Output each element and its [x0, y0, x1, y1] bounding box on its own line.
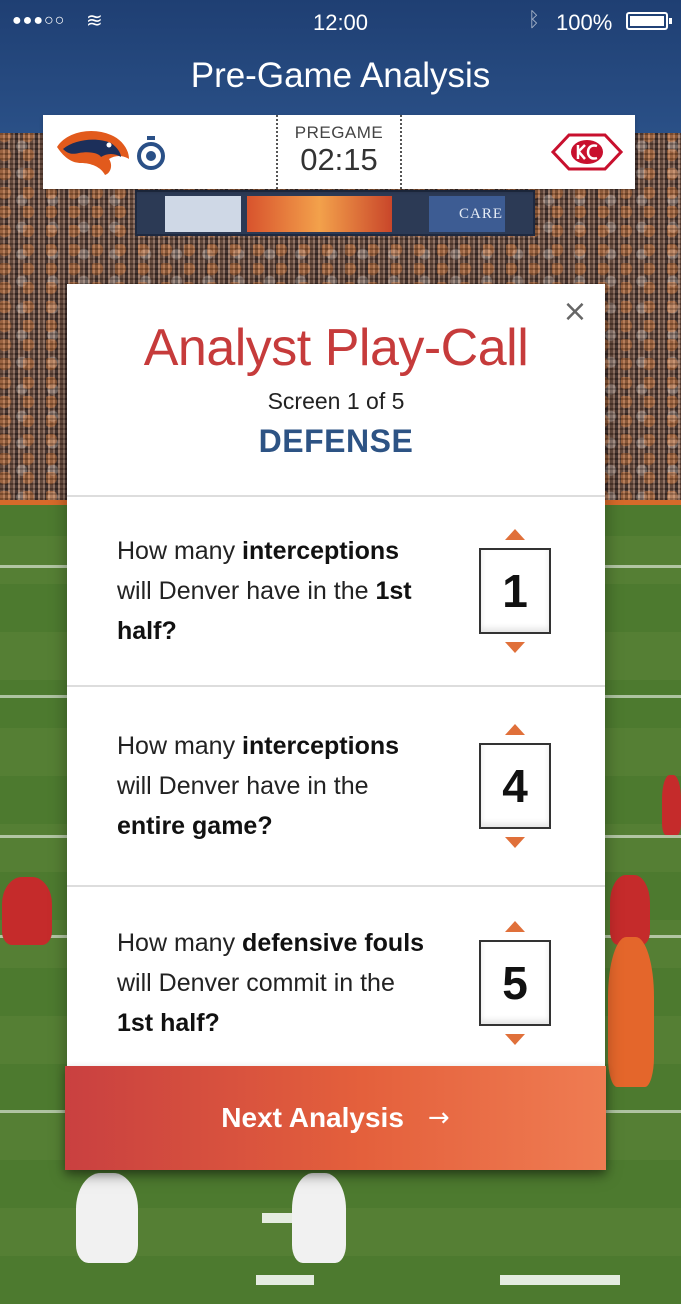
jumbotron-video	[247, 196, 392, 232]
jumbotron-ad	[429, 196, 505, 232]
battery-percent: 100%	[556, 10, 613, 35]
question-keyword: interceptions	[242, 732, 400, 760]
broncos-logo-icon	[57, 131, 129, 175]
question-text: How many defensive fouls will Denver com…	[117, 887, 437, 1079]
question-keyword: defensive fouls	[242, 929, 425, 957]
stepper-value[interactable]: 5	[479, 940, 551, 1026]
hash-mark	[256, 1275, 314, 1285]
jumbotron: CARE	[135, 190, 535, 236]
modal-header: Analyst Play-Call Screen 1 of 5 DEFENSE	[67, 284, 605, 497]
question-keyword: entire game?	[117, 812, 273, 840]
signal-icon: ●●●○○	[12, 12, 66, 29]
section-heading: DEFENSE	[258, 423, 414, 459]
question-text: How many interceptions will Denver have …	[117, 497, 437, 685]
question-text-part: How many	[117, 732, 243, 760]
player	[608, 937, 654, 1087]
screen-counter: Screen 1 of 5	[267, 388, 405, 414]
question-row: How many defensive fouls will Denver com…	[67, 887, 605, 1079]
app-header: ●●●○○ ≋ 12:00 ᛒ 100% Pre-Game Analysis	[0, 0, 681, 133]
modal-title: Analyst Play-Call	[143, 319, 529, 377]
question-text-part: How many	[117, 537, 243, 565]
scoreboard: PREGAME 02:15	[43, 115, 635, 189]
quantity-stepper: 5	[478, 887, 552, 1079]
wifi-icon: ≋	[86, 10, 103, 32]
question-keyword: 1st half?	[117, 1009, 220, 1037]
close-icon[interactable]: ×	[562, 294, 588, 329]
question-text: How many interceptions will Denver have …	[117, 687, 437, 885]
increment-arrow-icon[interactable]	[505, 529, 525, 540]
hash-mark	[500, 1275, 620, 1285]
question-text-part: will Denver commit in the	[117, 969, 395, 997]
battery-icon	[626, 12, 672, 30]
question-keyword: interceptions	[242, 537, 400, 565]
question-keyword: 1st half?	[117, 577, 412, 645]
quantity-stepper: 1	[478, 497, 552, 685]
jumbotron-ad-text: CARE	[459, 206, 504, 222]
analyst-play-call-modal: × Analyst Play-Call Screen 1 of 5 DEFENS…	[67, 284, 605, 1168]
jumbotron-panel	[165, 196, 241, 232]
quantity-stepper: 4	[478, 687, 552, 885]
player	[76, 1173, 138, 1263]
increment-arrow-icon[interactable]	[505, 921, 525, 932]
player	[2, 877, 52, 945]
player	[610, 875, 650, 945]
decrement-arrow-icon[interactable]	[505, 642, 525, 653]
question-row: How many interceptions will Denver have …	[67, 687, 605, 887]
bluetooth-icon: ᛒ	[528, 9, 540, 31]
stopwatch-icon[interactable]	[135, 135, 167, 171]
player	[662, 775, 681, 835]
increment-arrow-icon[interactable]	[505, 724, 525, 735]
game-status-label: PREGAME	[294, 123, 384, 142]
stepper-value[interactable]: 4	[479, 743, 551, 829]
arrow-right-icon: →	[427, 1103, 450, 1133]
question-text-part: will Denver have in the	[117, 772, 369, 800]
player	[292, 1173, 346, 1263]
question-text-part: will Denver have in the	[117, 577, 376, 605]
game-clock: PREGAME 02:15	[276, 115, 402, 189]
status-time: 12:00	[312, 10, 369, 35]
next-analysis-label: Next Analysis	[221, 1102, 404, 1133]
status-bar: ●●●○○ ≋ 12:00 ᛒ 100%	[0, 0, 681, 44]
stepper-value[interactable]: 1	[479, 548, 551, 634]
next-analysis-button[interactable]: Next Analysis →	[65, 1066, 606, 1170]
question-row: How many interceptions will Denver have …	[67, 497, 605, 687]
game-clock-time: 02:15	[300, 142, 378, 177]
decrement-arrow-icon[interactable]	[505, 837, 525, 848]
hash-mark	[262, 1213, 312, 1223]
chiefs-logo-icon	[551, 133, 623, 171]
page-title: Pre-Game Analysis	[190, 56, 491, 95]
question-text-part: How many	[117, 929, 243, 957]
decrement-arrow-icon[interactable]	[505, 1034, 525, 1045]
